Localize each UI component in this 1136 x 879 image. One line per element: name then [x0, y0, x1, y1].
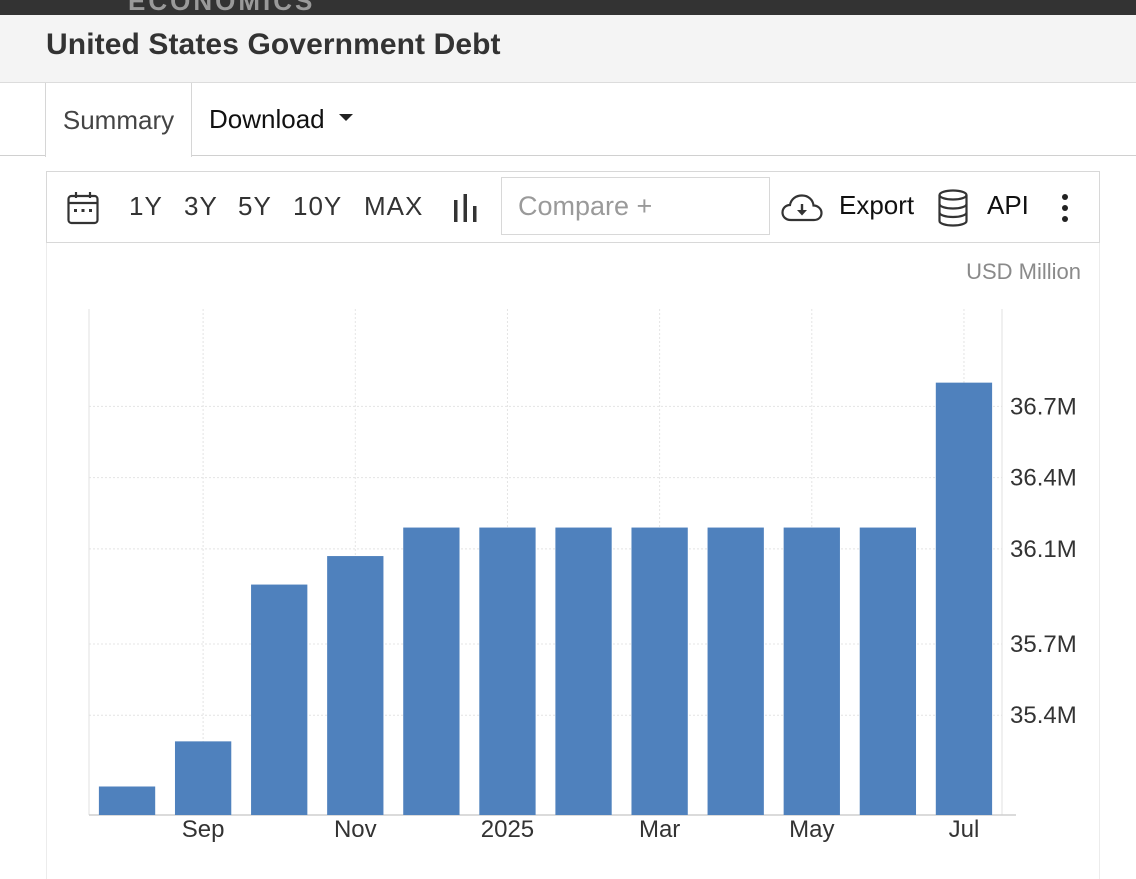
calendar-icon[interactable] — [67, 191, 99, 225]
range-max-button[interactable]: MAX — [364, 191, 424, 221]
x-tick-label: Jul — [949, 816, 980, 843]
bar-9[interactable] — [783, 527, 840, 815]
y-tick-label: 35.4M — [1010, 702, 1077, 729]
bar-4[interactable] — [403, 527, 460, 815]
y-tick-label: 36.7M — [1010, 393, 1077, 420]
y-tick-label: 36.1M — [1010, 536, 1077, 563]
api-button[interactable]: API — [987, 190, 1029, 220]
x-tick-label: May — [789, 816, 834, 843]
range-1y-button[interactable]: 1Y — [129, 191, 163, 221]
y-tick-label: 36.4M — [1010, 465, 1077, 492]
chart-panel: USD Million 35.4M 35.7M 36.1M 36.4M 36.7M Sep… — [46, 243, 1100, 879]
x-tick-label: Nov — [334, 816, 377, 843]
title-bar: United States Government Debt — [0, 15, 1136, 83]
bar-8[interactable] — [707, 527, 764, 815]
range-5y-button[interactable]: 5Y — [238, 191, 272, 221]
bar-2[interactable] — [251, 584, 308, 815]
y-tick-label: 35.7M — [1010, 631, 1077, 658]
compare-input[interactable] — [501, 177, 770, 235]
x-tick-label: 2025 — [481, 816, 534, 843]
bar-10[interactable] — [859, 527, 917, 815]
chart-unit-label: USD Million — [966, 259, 1081, 284]
page-title: United States Government Debt — [46, 28, 501, 61]
tab-download-label: Download — [209, 104, 325, 134]
more-vertical-icon[interactable] — [1055, 192, 1075, 224]
tab-summary[interactable]: Summary — [45, 83, 192, 157]
bar-6[interactable] — [555, 527, 612, 815]
debt-bar-chart: 35.4M 35.7M 36.1M 36.4M 36.7M Sep Nov 2025 Mar Ma… — [88, 309, 1077, 843]
export-button[interactable]: Export — [839, 190, 915, 220]
x-tick-label: Mar — [639, 816, 680, 843]
range-10y-button[interactable]: 10Y — [293, 191, 343, 221]
bar-11[interactable] — [935, 382, 993, 815]
top-navigation-strip: ECONOMICS — [0, 0, 1136, 15]
chart-toolbar: 1Y 3Y 5Y 10Y MAX Export API — [46, 171, 1100, 243]
database-icon[interactable] — [937, 189, 969, 227]
tab-bar: Summary Download — [0, 83, 1136, 157]
brand-logo[interactable]: ECONOMICS — [128, 0, 316, 15]
x-tick-label: Sep — [182, 816, 225, 843]
tab-summary-label: Summary — [62, 104, 175, 135]
bar-chart-icon[interactable] — [453, 194, 479, 222]
bar-7[interactable] — [631, 527, 688, 815]
bar-1[interactable] — [174, 741, 232, 815]
chevron-down-icon — [338, 114, 353, 121]
tab-download-dropdown[interactable]: Download — [209, 83, 353, 156]
bar-0[interactable] — [98, 786, 156, 815]
cloud-download-icon[interactable] — [781, 191, 823, 225]
bar-5[interactable] — [479, 527, 536, 815]
range-3y-button[interactable]: 3Y — [184, 191, 218, 221]
bar-3[interactable] — [327, 556, 384, 815]
